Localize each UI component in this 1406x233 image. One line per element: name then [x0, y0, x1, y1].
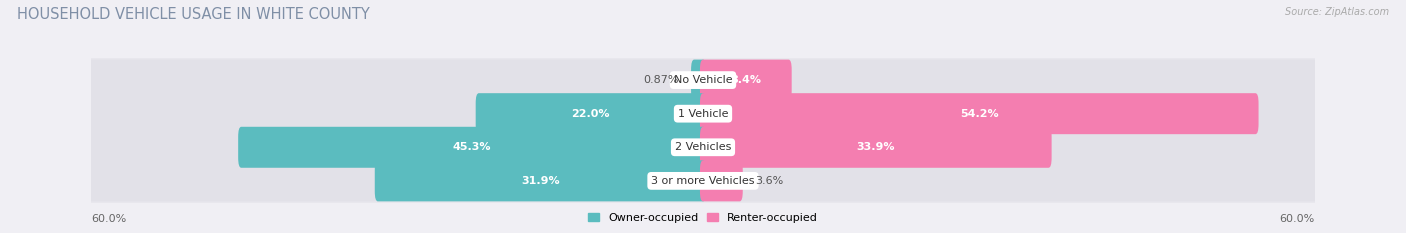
FancyBboxPatch shape: [700, 93, 1258, 134]
Text: 60.0%: 60.0%: [1279, 214, 1315, 224]
FancyBboxPatch shape: [700, 160, 1317, 201]
FancyBboxPatch shape: [86, 82, 1320, 146]
FancyBboxPatch shape: [89, 127, 706, 168]
Text: 3.6%: 3.6%: [755, 176, 783, 186]
Text: 2 Vehicles: 2 Vehicles: [675, 142, 731, 152]
Text: 3 or more Vehicles: 3 or more Vehicles: [651, 176, 755, 186]
FancyBboxPatch shape: [86, 48, 1320, 112]
Text: 31.9%: 31.9%: [522, 176, 560, 186]
Text: HOUSEHOLD VEHICLE USAGE IN WHITE COUNTY: HOUSEHOLD VEHICLE USAGE IN WHITE COUNTY: [17, 7, 370, 22]
Text: 1 Vehicle: 1 Vehicle: [678, 109, 728, 119]
FancyBboxPatch shape: [375, 160, 706, 201]
FancyBboxPatch shape: [700, 160, 742, 201]
Text: 33.9%: 33.9%: [856, 142, 896, 152]
FancyBboxPatch shape: [89, 60, 706, 101]
Text: 0.87%: 0.87%: [644, 75, 679, 85]
FancyBboxPatch shape: [475, 93, 706, 134]
Text: 45.3%: 45.3%: [453, 142, 491, 152]
Text: No Vehicle: No Vehicle: [673, 75, 733, 85]
Text: 22.0%: 22.0%: [572, 109, 610, 119]
FancyBboxPatch shape: [700, 60, 792, 101]
Legend: Owner-occupied, Renter-occupied: Owner-occupied, Renter-occupied: [583, 209, 823, 227]
FancyBboxPatch shape: [692, 60, 706, 101]
FancyBboxPatch shape: [89, 93, 706, 134]
FancyBboxPatch shape: [238, 127, 706, 168]
FancyBboxPatch shape: [700, 127, 1052, 168]
Text: 8.4%: 8.4%: [730, 75, 761, 85]
Text: Source: ZipAtlas.com: Source: ZipAtlas.com: [1285, 7, 1389, 17]
Text: 54.2%: 54.2%: [960, 109, 998, 119]
Text: 60.0%: 60.0%: [91, 214, 127, 224]
FancyBboxPatch shape: [700, 60, 1317, 101]
FancyBboxPatch shape: [89, 160, 706, 201]
FancyBboxPatch shape: [700, 93, 1317, 134]
FancyBboxPatch shape: [86, 115, 1320, 179]
FancyBboxPatch shape: [700, 127, 1317, 168]
FancyBboxPatch shape: [86, 149, 1320, 213]
